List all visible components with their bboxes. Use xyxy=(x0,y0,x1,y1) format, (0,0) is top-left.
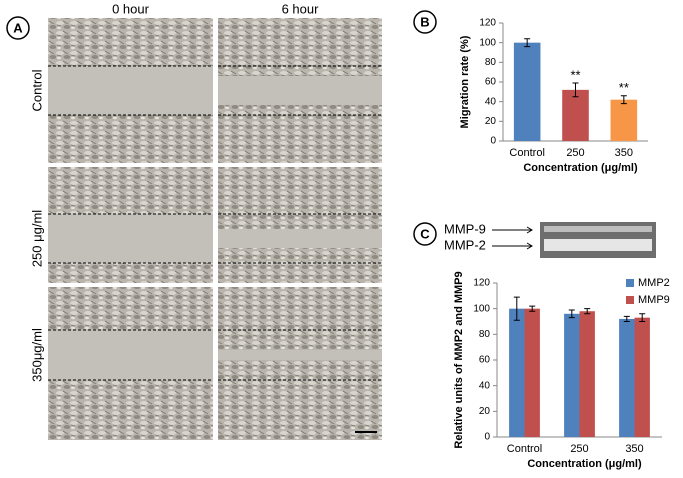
x-tick-label: 350 xyxy=(625,443,643,455)
panel-label: C xyxy=(420,226,430,241)
x-axis-label: Concentration (μg/ml) xyxy=(523,162,638,174)
wound-gap xyxy=(218,76,382,105)
blot-arrow xyxy=(492,226,533,250)
x-tick-label: 250 xyxy=(566,147,584,159)
error-bar xyxy=(572,82,579,98)
error-bar xyxy=(623,315,630,322)
western-blot: MMP-9 MMP-2 xyxy=(444,221,656,258)
bar xyxy=(513,42,541,141)
x-axis-label: Concentration (μg/ml) xyxy=(527,458,642,470)
blot-band xyxy=(544,239,652,251)
y-tick-label: 60 xyxy=(485,77,497,88)
panel-label: B xyxy=(420,14,429,29)
row-label: Control xyxy=(29,69,44,111)
bar xyxy=(562,89,589,141)
blot-band xyxy=(544,226,652,232)
y-tick-label: 0 xyxy=(484,432,490,443)
y-tick-label: 60 xyxy=(479,355,491,366)
error-bar xyxy=(524,38,531,48)
y-tick-label: 80 xyxy=(485,57,497,68)
bar xyxy=(524,308,540,437)
error-bar xyxy=(584,308,591,315)
y-axis-label: Relative units of MMP2 and MMP9 xyxy=(453,271,465,448)
error-bar xyxy=(639,313,646,322)
significance-label: ** xyxy=(619,80,629,95)
panel-badge xyxy=(6,16,30,40)
micrograph xyxy=(218,167,382,283)
x-tick-label: 250 xyxy=(570,443,588,455)
error-bar xyxy=(568,309,575,319)
row-label: 350μg/ml xyxy=(29,328,44,382)
y-tick-label: 20 xyxy=(485,116,497,127)
bar xyxy=(610,99,638,141)
micrograph-panel: 0 hour 6 hour Control 250 μg/ml 350μg/ml xyxy=(29,1,382,440)
y-tick-label: 120 xyxy=(479,18,496,29)
row-label: 250 μg/ml xyxy=(29,210,44,267)
blot-label: MMP-9 xyxy=(444,221,486,236)
y-tick-label: 120 xyxy=(473,278,490,289)
y-tick-label: 100 xyxy=(479,37,496,48)
panel-label: A xyxy=(13,20,23,35)
y-tick-label: 40 xyxy=(485,96,497,107)
bar xyxy=(579,311,595,437)
wound-gap xyxy=(48,330,213,380)
micrograph xyxy=(218,287,382,440)
y-tick-label: 40 xyxy=(479,380,491,391)
wound-gap xyxy=(218,350,382,360)
legend-swatch xyxy=(626,296,634,304)
column-label: 0 hour xyxy=(112,1,150,16)
x-tick-label: Control xyxy=(507,443,542,455)
bar xyxy=(634,317,650,437)
wound-gap xyxy=(48,214,213,263)
error-bar xyxy=(529,305,536,312)
significance-label: ** xyxy=(570,67,580,82)
bar xyxy=(509,308,525,437)
panel-badge xyxy=(413,10,437,34)
bar xyxy=(564,313,580,437)
y-tick-label: 80 xyxy=(479,329,491,340)
y-tick-label: 20 xyxy=(479,406,491,417)
y-axis-label: Migration rate (%) xyxy=(459,35,471,128)
y-tick-label: 0 xyxy=(490,136,496,147)
legend-swatch xyxy=(626,279,634,287)
wound-gap xyxy=(218,229,382,248)
column-label: 6 hour xyxy=(282,1,320,16)
bar xyxy=(619,318,635,437)
blot-label: MMP-2 xyxy=(444,237,486,252)
x-tick-label: 350 xyxy=(615,147,633,159)
y-tick-label: 100 xyxy=(473,303,490,314)
x-tick-label: Control xyxy=(509,147,544,159)
legend-label: MMP2 xyxy=(638,277,670,289)
error-bar xyxy=(620,95,627,105)
legend-label: MMP9 xyxy=(638,294,670,306)
wound-gap xyxy=(48,66,213,115)
error-bar xyxy=(513,296,520,321)
panel-badge xyxy=(413,222,437,246)
